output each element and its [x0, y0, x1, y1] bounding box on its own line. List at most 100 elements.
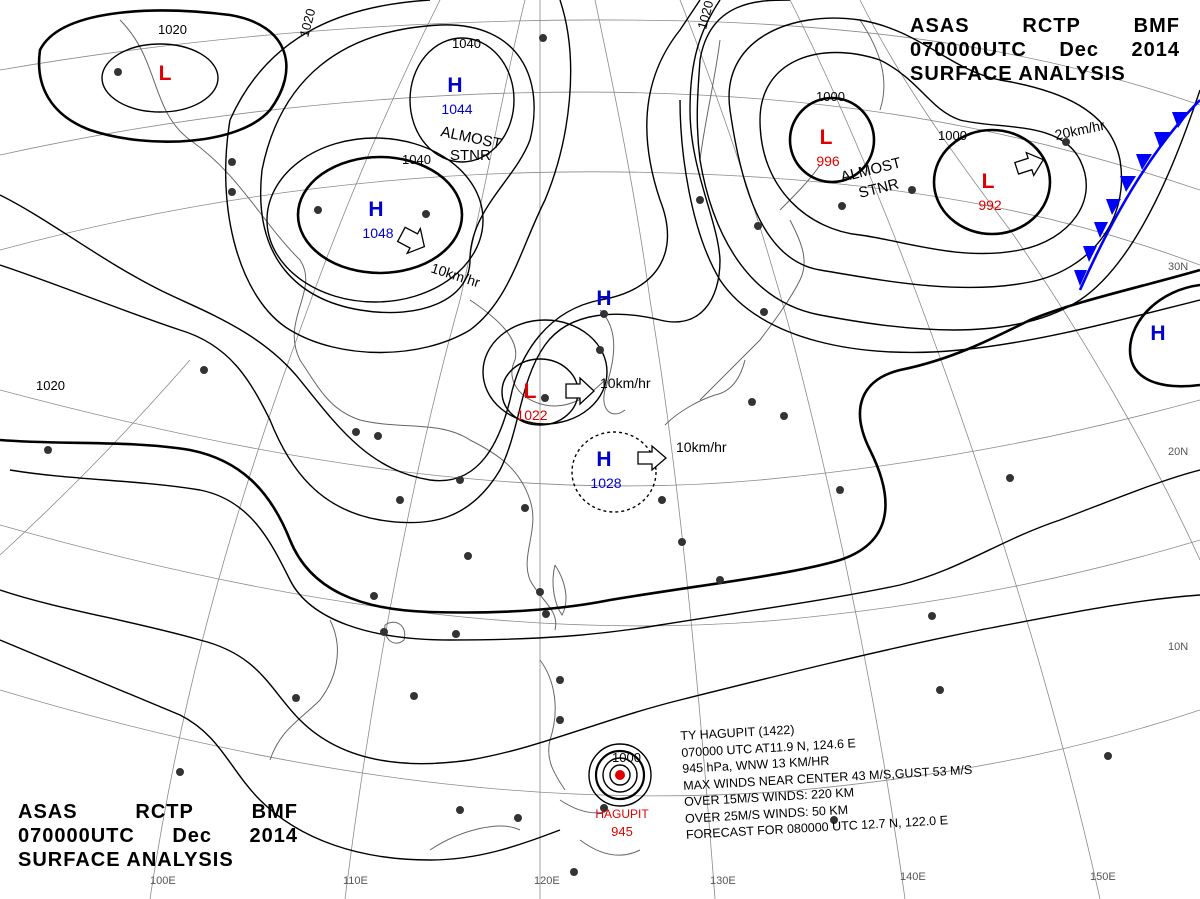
station-symbol: [838, 202, 846, 210]
coast-hainan: [384, 621, 406, 644]
high-symbol: H: [447, 74, 462, 97]
high-symbol: H: [1150, 322, 1165, 345]
isobar-h1048-2: [266, 137, 484, 303]
station-symbol: [456, 476, 464, 484]
header-line1: ASAS RCTP BMF: [910, 14, 1180, 38]
meridian-110e: [344, 0, 526, 899]
station-symbol: [228, 158, 236, 166]
header-station: RCTP: [135, 801, 194, 823]
isobar-labels: 1020 1020 1040 1040 1020 1000 1000 1020 1000: [36, 0, 967, 765]
chart-header-top: ASAS RCTP BMF 070000UTC Dec 2014 SURFACE…: [910, 14, 1180, 86]
front-barb: [1106, 199, 1121, 215]
station-symbol: [536, 588, 544, 596]
header-agency: ASAS: [910, 15, 970, 37]
latitude-label: 30N: [1168, 261, 1188, 273]
isobar-ne-1004: [759, 51, 1087, 255]
typhoon-name-label: HAGUPIT: [595, 807, 649, 821]
latitude-label: 10N: [1168, 641, 1188, 653]
isobar-label: 1040: [452, 36, 481, 51]
isobar-nw-low-1020: [37, 9, 288, 143]
isobar-h1028-dashed: [571, 431, 657, 513]
station-symbol: [422, 210, 430, 218]
isobar-1012: [0, 589, 1200, 765]
header-office: BMF: [1133, 15, 1180, 37]
longitude-label: 110E: [343, 875, 368, 887]
longitude-label: 140E: [900, 871, 926, 883]
motion-arrow: [637, 444, 667, 472]
low-pressure-value: 996: [816, 153, 840, 169]
low-pressure-value: 1022: [516, 407, 547, 423]
high-pressure-value: 1028: [590, 475, 621, 491]
coast-visayas: [559, 799, 606, 814]
station-symbol: [760, 308, 768, 316]
motion-speed-label: 10km/hr: [600, 375, 651, 391]
coast-mindanao: [579, 839, 641, 856]
meridian-100e: [149, 0, 441, 899]
isobar-1024-outer: [0, 0, 721, 524]
coast-hokkaido: [779, 164, 821, 211]
station-symbol: [696, 196, 704, 204]
longitude-label: 150E: [1090, 871, 1116, 883]
front-barb: [1120, 176, 1136, 192]
meridian-140e: [679, 0, 906, 899]
coast-borneo: [429, 825, 521, 851]
chart-header-bottom: ASAS RCTP BMF 070000UTC Dec 2014 SURFACE…: [18, 800, 298, 872]
motion-arrow: [1014, 151, 1045, 177]
station-symbol: [541, 394, 549, 402]
station-symbol: [570, 868, 578, 876]
isobar-label: 1040: [402, 152, 431, 167]
latitude-label: 20N: [1168, 446, 1188, 458]
station-symbol: [1104, 752, 1112, 760]
isobar-ty-2: [602, 757, 638, 793]
meridian-90e: [0, 359, 191, 556]
isobar-ne-1012: [696, 0, 1200, 331]
station-symbol: [600, 310, 608, 318]
header-line2: 070000UTC Dec 2014: [910, 38, 1180, 62]
isobar-label: 1000: [816, 89, 845, 104]
header-agency: ASAS: [18, 801, 78, 823]
station-symbol: [600, 804, 608, 812]
station-symbol: [228, 188, 236, 196]
coast-korea: [599, 309, 626, 415]
high-pressure-value: 1044: [441, 101, 472, 117]
isobar-l996-inner: [788, 96, 876, 184]
station-symbol: [836, 486, 844, 494]
pressure-system-labels: L H 1044 H 1048 L 1022 H H 1028 L 996 L 992 H: [159, 62, 1166, 491]
station-symbol: [658, 496, 666, 504]
station-symbol: [464, 552, 472, 560]
coast-taiwan: [552, 564, 567, 616]
station-symbol: [200, 366, 208, 374]
typhoon-info-block: TY HAGUPIT (1422) 070000 UTC AT11.9 N, 1…: [680, 712, 975, 843]
station-symbol: [928, 612, 936, 620]
station-symbol: [556, 676, 564, 684]
stationary-note: STNR: [450, 147, 491, 164]
station-symbol: [542, 610, 550, 618]
station-symbol: [556, 716, 564, 724]
station-symbol: [754, 222, 762, 230]
isobar-ty-1: [609, 764, 631, 786]
low-symbol: L: [982, 170, 995, 193]
station-symbol: [410, 692, 418, 700]
high-pressure-value: 1048: [362, 225, 393, 241]
station-symbol: [1006, 474, 1014, 482]
station-symbol: [780, 412, 788, 420]
cold-front-barbs: [1074, 112, 1189, 286]
header-line1: ASAS RCTP BMF: [18, 800, 298, 824]
motion-speed-label: 10km/hr: [429, 260, 482, 291]
low-symbol: L: [820, 126, 833, 149]
typhoon-center: [615, 770, 625, 780]
front-barb: [1172, 112, 1189, 128]
station-symbol: [539, 34, 547, 42]
high-symbol: H: [368, 198, 383, 221]
isobar-ne-1008: [728, 17, 1123, 289]
header-office: BMF: [251, 801, 298, 823]
station-plots: [44, 34, 1112, 876]
parallel-40n: [0, 91, 1200, 191]
front-barb: [1074, 270, 1087, 286]
longitude-label: 130E: [710, 875, 736, 887]
coast-japan-honshu: [699, 219, 805, 401]
station-symbol: [396, 496, 404, 504]
parallel-20n: [0, 389, 1200, 487]
low-symbol: L: [159, 62, 172, 85]
